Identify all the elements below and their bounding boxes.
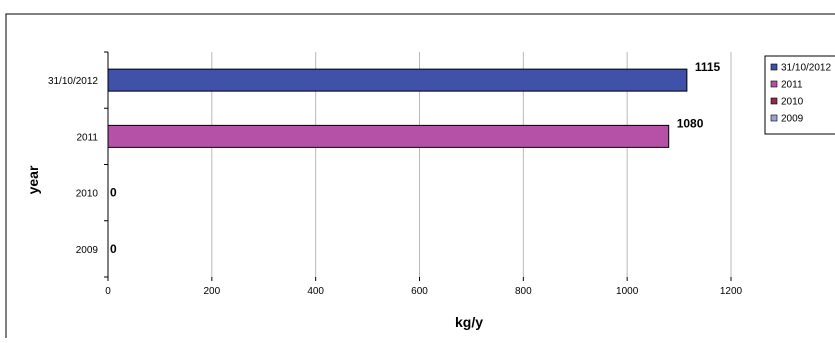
data-label: 0: [110, 242, 117, 256]
x-tick-label: 1000: [616, 286, 639, 297]
chart-border: [5, 13, 835, 338]
category-label: 2011: [76, 132, 98, 143]
data-labels: 1115 1080 0 0: [110, 60, 721, 256]
category-label: 2010: [76, 189, 99, 200]
x-tick-label: 400: [307, 286, 324, 297]
x-tick-label: 1200: [720, 286, 743, 297]
x-tick-labels: 0 200 400 600 800 1000 1200: [105, 286, 742, 297]
legend-swatch: [770, 114, 778, 122]
legend-swatch: [770, 97, 778, 105]
legend-label: 2010: [781, 97, 804, 108]
legend-swatch: [770, 80, 778, 88]
x-tick-label: 0: [105, 286, 111, 297]
legend-label: 2011: [781, 80, 803, 91]
legend: 31/10/2012 2011 2010 2009: [764, 55, 835, 135]
category-label: 31/10/2012: [48, 76, 98, 87]
x-axis-title: kg/y: [455, 314, 483, 330]
category-label: 2009: [76, 245, 99, 256]
bar: [107, 124, 670, 148]
bar: [107, 68, 688, 92]
data-label: 1115: [695, 60, 721, 74]
x-tick-label: 600: [411, 286, 428, 297]
x-tick-label: 200: [203, 286, 220, 297]
data-label: 0: [110, 186, 117, 200]
category-labels: 31/10/2012 2011 2010 2009: [48, 76, 98, 256]
bars: [107, 68, 688, 148]
x-tick-label: 800: [515, 286, 532, 297]
legend-swatch: [770, 63, 778, 71]
y-axis-title: year: [25, 165, 41, 194]
legend-label: 31/10/2012: [781, 63, 831, 74]
legend-label: 2009: [781, 114, 804, 125]
data-label: 1080: [677, 116, 704, 130]
